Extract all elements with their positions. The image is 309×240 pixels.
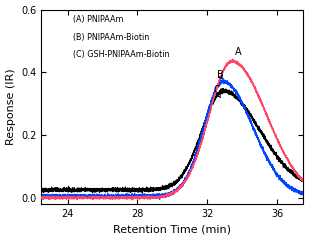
Text: A: A [235,47,241,57]
X-axis label: Retention Time (min): Retention Time (min) [113,224,231,234]
Text: C: C [214,84,220,97]
Text: (B) PNIPAAm-Biotin: (B) PNIPAAm-Biotin [73,33,149,42]
Text: B: B [217,70,224,80]
Text: (C) GSH-PNIPAAm-Biotin: (C) GSH-PNIPAAm-Biotin [73,50,169,59]
Text: (A) PNIPAAm: (A) PNIPAAm [73,15,123,24]
Y-axis label: Response (IR): Response (IR) [6,68,15,145]
